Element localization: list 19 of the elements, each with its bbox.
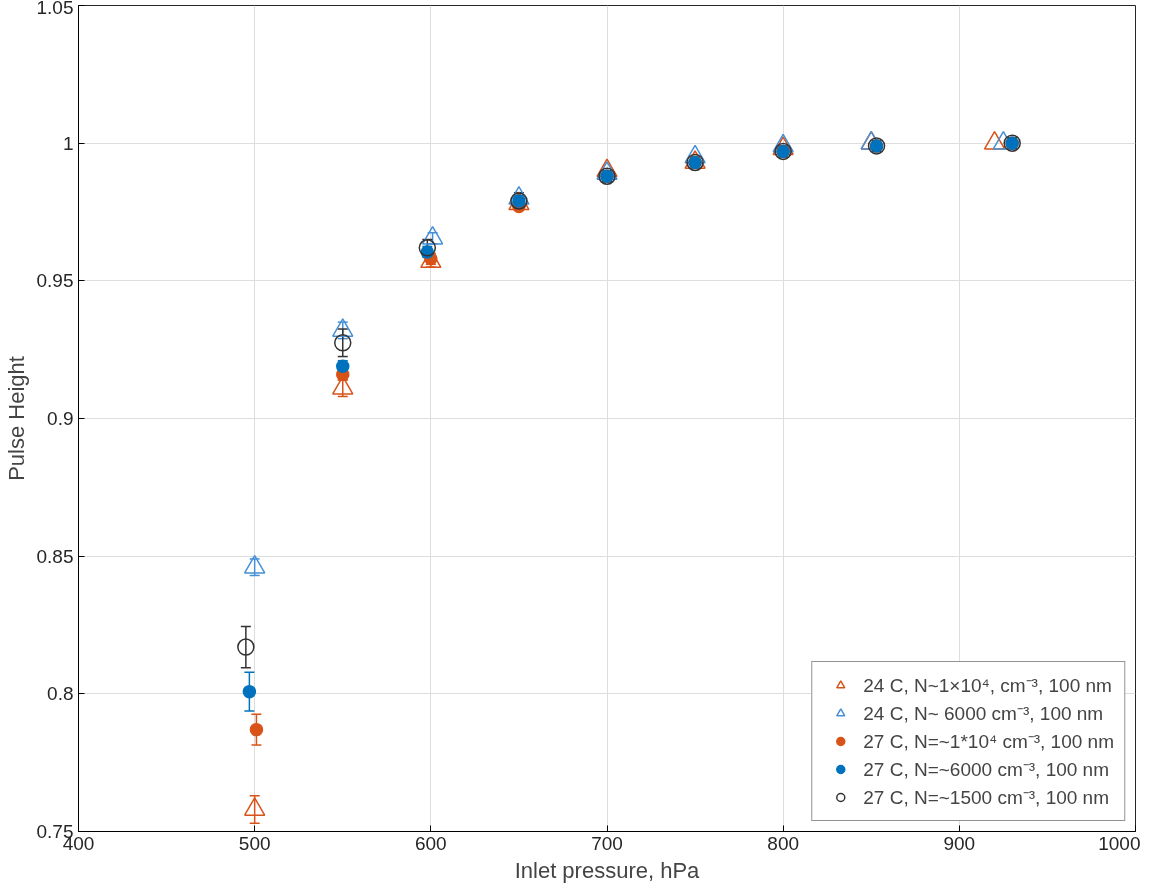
y-tick-label: 0.8 <box>47 683 74 705</box>
legend-label: 24 C, N~1×10⁴, cm⁻³, 100 nm <box>863 674 1112 698</box>
x-tick-label: 900 <box>943 832 976 854</box>
y-tick-label: 0.85 <box>36 545 74 567</box>
y-tick-label: 0.95 <box>36 270 74 292</box>
x-tick-label: 800 <box>767 832 800 854</box>
y-axis-title: Pulse Height <box>3 356 29 481</box>
y-tick-label: 0.9 <box>47 408 74 429</box>
x-tick-label: 600 <box>414 832 447 854</box>
legend-label: 24 C, N~ 6000 cm⁻³, 100 nm <box>863 702 1104 726</box>
legend-label: 27 C, N=~1*10⁴ cm⁻³, 100 nm <box>863 730 1114 754</box>
legend-label: 27 C, N=~6000 cm⁻³, 100 nm <box>863 758 1110 782</box>
y-tick-label: 1.05 <box>36 0 74 18</box>
legend-label: 27 C, N=~1500 cm⁻³, 100 nm <box>863 786 1110 810</box>
x-tick-label: 500 <box>238 832 271 854</box>
x-axis-title: Inlet pressure, hPa <box>514 857 701 883</box>
y-tick-label: 1 <box>62 132 74 154</box>
x-tick-label: 700 <box>591 832 623 854</box>
x-tick-label: 1000 <box>1098 832 1141 854</box>
